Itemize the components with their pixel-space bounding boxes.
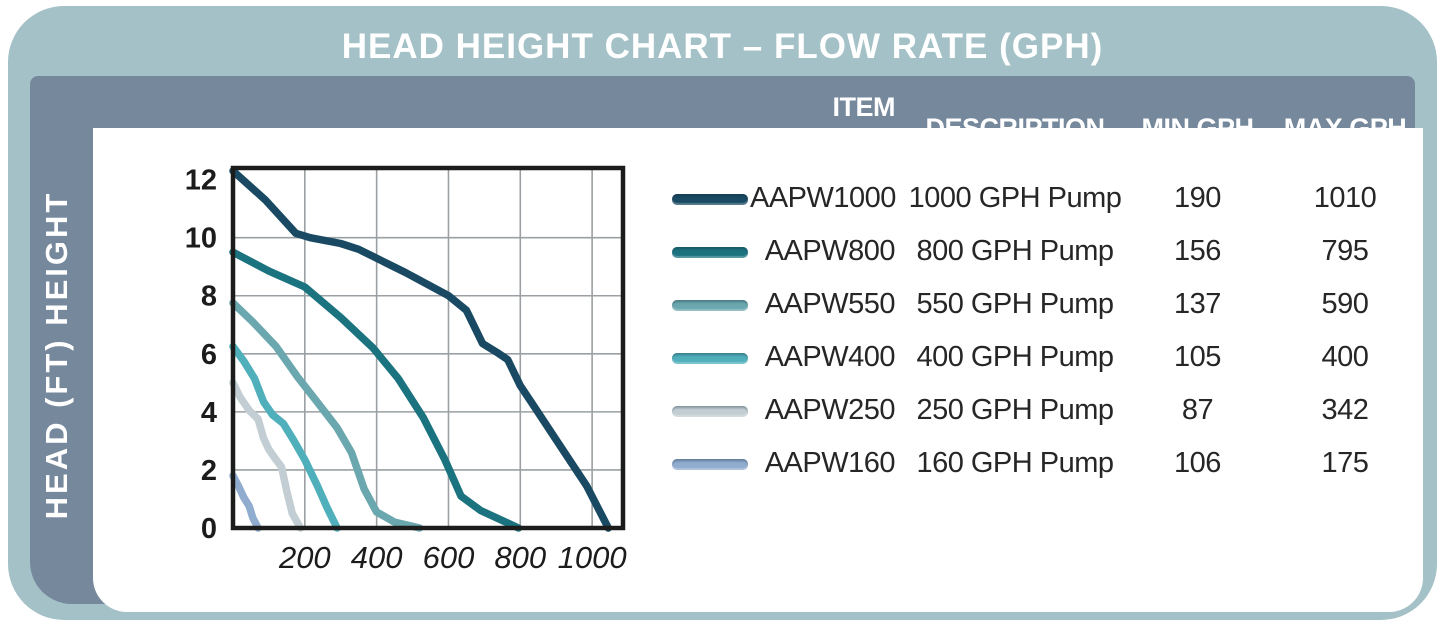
item-code: AAPW550 bbox=[764, 288, 896, 320]
svg-text:10: 10 bbox=[185, 223, 217, 255]
content-card bbox=[93, 128, 1423, 612]
page-title: HEAD HEIGHT CHART – FLOW RATE (GPH) bbox=[341, 27, 1104, 66]
item-description: 1000 GPH Pump bbox=[908, 182, 1122, 214]
item-description: 160 GPH Pump bbox=[916, 447, 1114, 479]
table-header: ITEM CODE DESCRIPTION MIN GPH MAX GPH bbox=[660, 86, 1430, 164]
item-min-gph: 156 bbox=[1174, 235, 1221, 267]
header-item-code: ITEM CODE bbox=[818, 92, 896, 164]
svg-text:0: 0 bbox=[201, 513, 217, 545]
legend-swatch bbox=[672, 458, 748, 470]
item-code: AAPW1000 bbox=[750, 182, 896, 214]
item-code: AAPW250 bbox=[764, 394, 896, 426]
table-row: AAPW550 550 GPH Pump 137 590 bbox=[660, 278, 1430, 331]
item-max-gph: 342 bbox=[1321, 394, 1369, 426]
item-min-gph: 106 bbox=[1174, 447, 1221, 479]
item-description: 250 GPH Pump bbox=[916, 394, 1114, 426]
item-max-gph: 590 bbox=[1321, 288, 1369, 320]
item-code: AAPW800 bbox=[764, 235, 896, 267]
table-row: AAPW160 160 GPH Pump 106 175 bbox=[660, 437, 1430, 490]
header-max-gph: MAX GPH bbox=[1283, 113, 1407, 143]
svg-text:1000: 1000 bbox=[558, 540, 627, 575]
legend-swatch bbox=[672, 193, 748, 205]
item-description: 800 GPH Pump bbox=[916, 235, 1114, 267]
svg-text:12: 12 bbox=[185, 165, 217, 197]
svg-text:400: 400 bbox=[351, 540, 403, 575]
legend-swatch bbox=[672, 352, 748, 364]
legend-swatch bbox=[672, 405, 748, 417]
item-min-gph: 190 bbox=[1174, 182, 1221, 214]
legend-swatch bbox=[672, 246, 748, 258]
item-code: AAPW160 bbox=[764, 447, 896, 479]
svg-text:8: 8 bbox=[201, 281, 217, 313]
legend-swatch bbox=[672, 299, 748, 311]
table-row: AAPW1000 1000 GPH Pump 190 1010 bbox=[660, 172, 1430, 225]
svg-text:2: 2 bbox=[201, 455, 217, 487]
item-max-gph: 175 bbox=[1321, 447, 1369, 479]
header-description: DESCRIPTION bbox=[925, 113, 1105, 143]
item-min-gph: 137 bbox=[1174, 288, 1221, 320]
item-description: 400 GPH Pump bbox=[916, 341, 1114, 373]
pump-table: AAPW1000 1000 GPH Pump 190 1010 AAPW800 … bbox=[660, 172, 1430, 490]
svg-text:600: 600 bbox=[423, 540, 475, 575]
table-row: AAPW250 250 GPH Pump 87 342 bbox=[660, 384, 1430, 437]
item-max-gph: 795 bbox=[1321, 235, 1369, 267]
table-row: AAPW400 400 GPH Pump 105 400 bbox=[660, 331, 1430, 384]
item-max-gph: 400 bbox=[1321, 341, 1369, 373]
item-description: 550 GPH Pump bbox=[916, 288, 1114, 320]
item-code: AAPW400 bbox=[764, 341, 896, 373]
header-min-gph: MIN GPH bbox=[1141, 113, 1254, 143]
svg-text:4: 4 bbox=[201, 397, 217, 429]
svg-text:200: 200 bbox=[278, 540, 331, 575]
head-height-flow-chart: 0 2 4 6 8 10 12 200 400 600 800 1000 bbox=[185, 165, 627, 575]
y-axis-label: HEAD (FT) HEIGHT bbox=[39, 190, 74, 520]
svg-text:6: 6 bbox=[201, 339, 217, 371]
item-min-gph: 105 bbox=[1174, 341, 1221, 373]
svg-text:800: 800 bbox=[494, 540, 546, 575]
item-min-gph: 87 bbox=[1181, 394, 1214, 426]
item-max-gph: 1010 bbox=[1313, 182, 1377, 214]
table-row: AAPW800 800 GPH Pump 156 795 bbox=[660, 225, 1430, 278]
